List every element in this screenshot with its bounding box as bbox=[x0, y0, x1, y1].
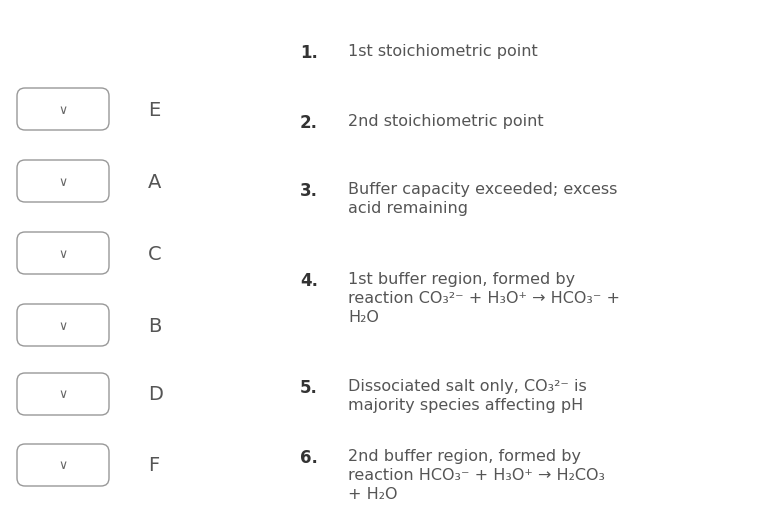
Text: acid remaining: acid remaining bbox=[348, 201, 468, 216]
Text: 2nd stoichiometric point: 2nd stoichiometric point bbox=[348, 114, 544, 129]
Text: reaction CO₃²⁻ + H₃O⁺ → HCO₃⁻ +: reaction CO₃²⁻ + H₃O⁺ → HCO₃⁻ + bbox=[348, 291, 620, 305]
Text: A: A bbox=[148, 172, 162, 191]
Text: ∨: ∨ bbox=[58, 103, 67, 116]
Text: 5.: 5. bbox=[300, 378, 318, 396]
Text: ∨: ∨ bbox=[58, 247, 67, 260]
Text: Dissociated salt only, CO₃²⁻ is: Dissociated salt only, CO₃²⁻ is bbox=[348, 378, 587, 393]
Text: majority species affecting pH: majority species affecting pH bbox=[348, 397, 583, 412]
FancyBboxPatch shape bbox=[17, 373, 109, 415]
Text: ∨: ∨ bbox=[58, 388, 67, 401]
FancyBboxPatch shape bbox=[17, 304, 109, 346]
Text: reaction HCO₃⁻ + H₃O⁺ → H₂CO₃: reaction HCO₃⁻ + H₃O⁺ → H₂CO₃ bbox=[348, 467, 605, 482]
FancyBboxPatch shape bbox=[17, 444, 109, 486]
Text: B: B bbox=[148, 316, 162, 335]
Text: 1.: 1. bbox=[300, 44, 318, 62]
Text: 4.: 4. bbox=[300, 271, 318, 290]
FancyBboxPatch shape bbox=[17, 233, 109, 274]
Text: D: D bbox=[148, 385, 163, 404]
Text: 2nd buffer region, formed by: 2nd buffer region, formed by bbox=[348, 448, 581, 463]
Text: C: C bbox=[148, 244, 162, 263]
Text: ∨: ∨ bbox=[58, 319, 67, 332]
Text: Buffer capacity exceeded; excess: Buffer capacity exceeded; excess bbox=[348, 182, 617, 196]
Text: + H₂O: + H₂O bbox=[348, 486, 398, 501]
Text: ∨: ∨ bbox=[58, 459, 67, 471]
FancyBboxPatch shape bbox=[17, 89, 109, 131]
Text: 1st stoichiometric point: 1st stoichiometric point bbox=[348, 44, 538, 59]
FancyBboxPatch shape bbox=[17, 161, 109, 203]
Text: 2.: 2. bbox=[300, 114, 318, 132]
Text: 6.: 6. bbox=[300, 448, 318, 466]
Text: 1st buffer region, formed by: 1st buffer region, formed by bbox=[348, 271, 575, 287]
Text: ∨: ∨ bbox=[58, 175, 67, 188]
Text: 3.: 3. bbox=[300, 182, 318, 200]
Text: E: E bbox=[148, 100, 160, 119]
Text: F: F bbox=[148, 456, 159, 474]
Text: H₂O: H₂O bbox=[348, 309, 379, 324]
